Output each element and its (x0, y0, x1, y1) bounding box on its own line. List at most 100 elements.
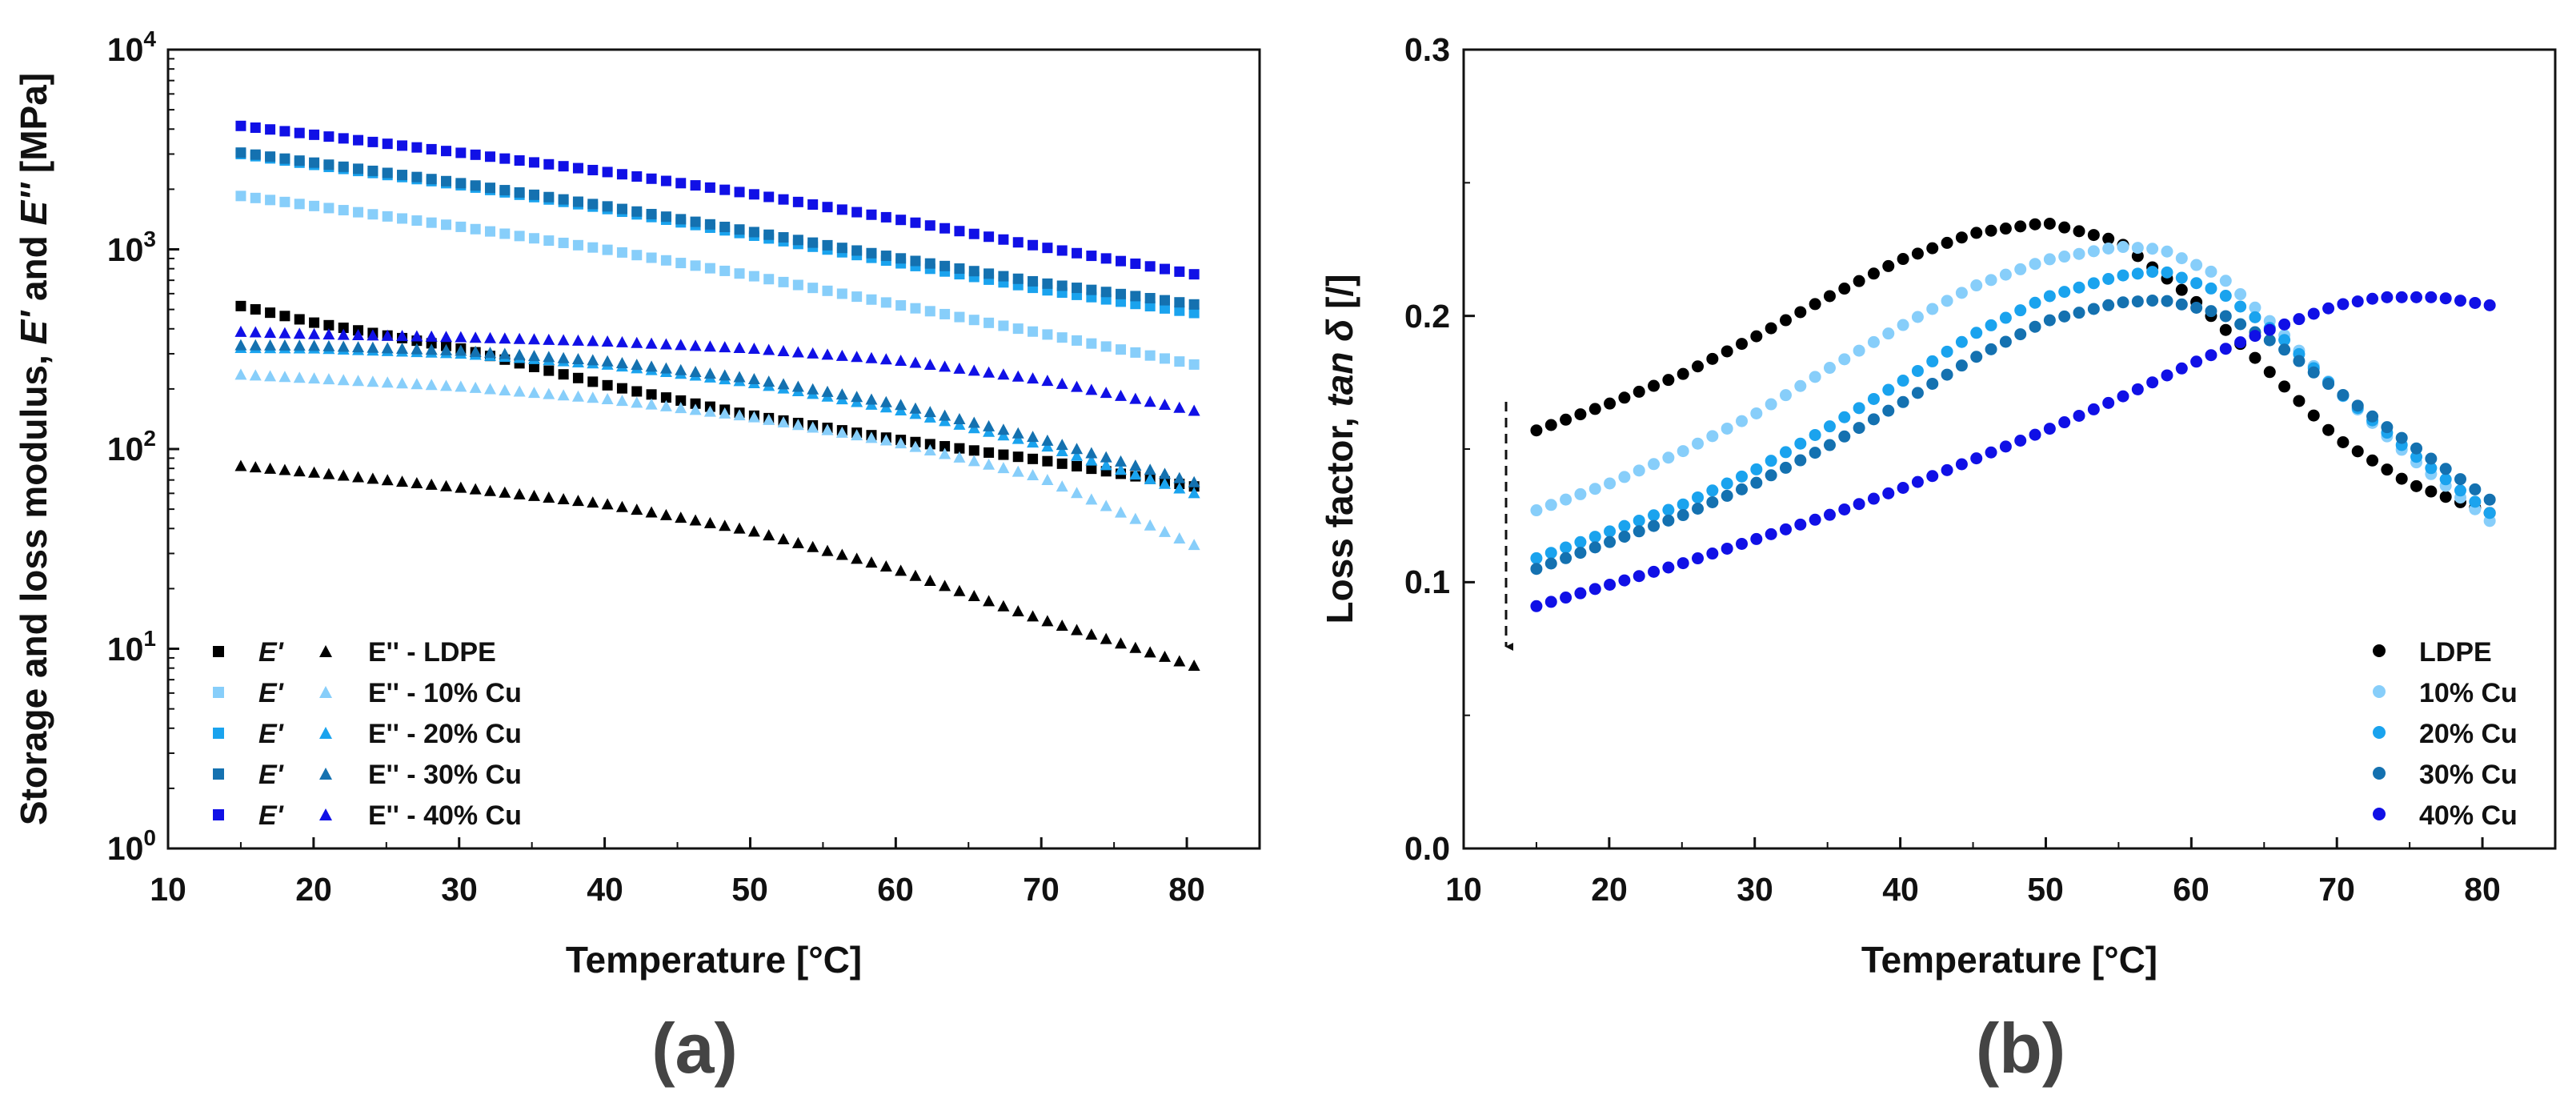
loss-modulus-point (527, 333, 540, 345)
storage-modulus-point (880, 211, 891, 223)
loss-factor-point (2483, 493, 2496, 506)
loss-modulus-point (1071, 449, 1084, 461)
loss-modulus-point (483, 331, 496, 343)
loss-factor-point (1604, 477, 1617, 490)
loss-factor-point (2146, 243, 2159, 255)
legend-label-storage: E' (258, 719, 285, 749)
loss-modulus-point (499, 384, 511, 396)
loss-factor-point (2029, 258, 2041, 271)
loss-modulus-point (791, 419, 804, 431)
loss-factor-point (1706, 495, 1719, 508)
storage-modulus-point (1086, 284, 1097, 295)
loss-factor-point (1926, 377, 1939, 390)
loss-factor-point (1838, 411, 1851, 423)
storage-modulus-point (822, 285, 833, 296)
loss-modulus-point (659, 399, 672, 411)
storage-modulus-point (602, 244, 613, 255)
storage-modulus-point (675, 395, 687, 406)
storage-modulus-point (294, 199, 305, 210)
x-tick-label: 60 (877, 871, 914, 908)
storage-modulus-point (660, 211, 671, 223)
loss-modulus-point (1071, 380, 1084, 392)
storage-modulus-point (792, 235, 803, 246)
storage-modulus-point (602, 379, 613, 391)
loss-factor-point (1662, 374, 1675, 387)
storage-modulus-point (939, 308, 951, 319)
loss-modulus-point (293, 339, 306, 351)
storage-modulus-point (763, 229, 775, 240)
loss-factor-point (1588, 541, 1601, 554)
loss-modulus-point (469, 331, 482, 343)
loss-factor-point (1750, 407, 1763, 419)
loss-factor-point (2073, 225, 2085, 238)
storage-modulus-point (543, 191, 555, 203)
loss-factor-point (2205, 349, 2217, 362)
loss-factor-point (1779, 461, 1792, 474)
panel-b-x-tick-labels: 10 20 30 40 50 60 70 80 (1445, 871, 2501, 908)
loss-factor-point (1794, 454, 1807, 467)
loss-modulus-point (909, 569, 922, 581)
loss-modulus-point (733, 371, 746, 383)
loss-factor-point (1706, 352, 1719, 365)
loss-factor-point (1955, 231, 1968, 244)
loss-modulus-point (499, 332, 511, 344)
loss-modulus-point (645, 360, 658, 372)
loss-modulus-point (396, 343, 409, 355)
loss-modulus-point (543, 333, 555, 345)
loss-modulus-point (821, 385, 834, 397)
legend-row: 40% Cu (2373, 800, 2518, 831)
storage-modulus-point (807, 199, 819, 211)
storage-modulus-point (1100, 341, 1112, 352)
loss-factor-point (1985, 446, 1997, 459)
loss-factor-point (1648, 519, 1661, 532)
storage-modulus-point (279, 126, 290, 137)
x-tick-label: 10 (150, 871, 186, 908)
loss-modulus-point (1085, 493, 1098, 505)
loss-factor-point (1648, 379, 1661, 392)
storage-modulus-point (807, 237, 819, 248)
loss-modulus-point (747, 411, 760, 423)
loss-factor-point (2058, 416, 2071, 429)
loss-factor-point (1985, 319, 1997, 331)
loss-modulus-point (659, 338, 672, 350)
loss-modulus-point (997, 600, 1010, 612)
loss-factor-point (2395, 431, 2408, 444)
storage-modulus-point (998, 234, 1009, 245)
storage-modulus-point (704, 182, 715, 193)
loss-factor-point (1706, 547, 1719, 560)
loss-factor-point (2293, 355, 2306, 367)
loss-modulus-point (791, 346, 804, 358)
loss-modulus-point (1056, 377, 1068, 389)
loss-factor-point (2469, 483, 2482, 495)
loss-modulus-point (703, 340, 716, 352)
storage-modulus-point (1086, 251, 1097, 262)
loss-factor-point (1838, 283, 1851, 295)
loss-factor-point (1882, 327, 1895, 340)
storage-modulus-point (587, 199, 599, 210)
loss-factor-point (1809, 298, 1821, 311)
storage-modulus-point (279, 153, 290, 164)
storage-modulus-point (543, 365, 555, 376)
loss-modulus-point (807, 540, 819, 552)
loss-factor-point (1809, 513, 1821, 526)
loss-factor-point (2234, 288, 2247, 301)
storage-modulus-point (543, 235, 555, 247)
x-tick-label: 50 (731, 871, 768, 908)
legend-marker (213, 728, 224, 739)
loss-modulus-point (719, 519, 731, 531)
loss-factor-point (2395, 472, 2408, 485)
loss-modulus-point (1173, 401, 1186, 413)
storage-modulus-point (1042, 278, 1053, 289)
storage-modulus-point (895, 253, 907, 264)
loss-modulus-point (396, 475, 409, 487)
loss-factor-point (2278, 343, 2291, 356)
legend-marker (319, 645, 332, 657)
storage-modulus-point (1144, 293, 1156, 304)
loss-factor-point (1604, 535, 1617, 548)
loss-modulus-point (587, 354, 599, 366)
loss-factor-point (2439, 473, 2452, 486)
loss-modulus-point (571, 353, 584, 365)
loss-modulus-point (777, 533, 790, 545)
storage-modulus-point (895, 215, 907, 226)
loss-factor-point (2366, 454, 2379, 467)
